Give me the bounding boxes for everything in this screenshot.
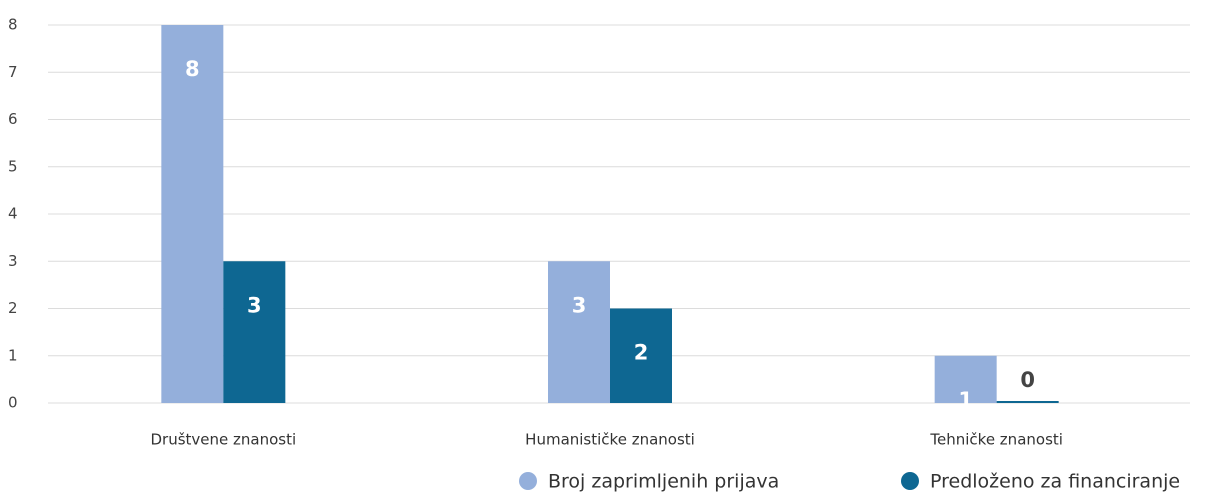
bar — [161, 25, 224, 403]
bar — [996, 401, 1059, 403]
legend-label: Predloženo za financiranje — [930, 471, 1180, 493]
y-tick-label: 5 — [8, 157, 18, 175]
y-tick-label: 4 — [8, 205, 18, 223]
y-tick-label: 3 — [8, 252, 18, 270]
y-tick-label: 2 — [8, 299, 18, 317]
y-tick-label: 6 — [8, 110, 18, 128]
x-tick-label: Društvene znanosti — [151, 431, 297, 449]
y-tick-label: 8 — [8, 16, 18, 34]
x-tick-label: Humanističke znanosti — [525, 431, 695, 449]
y-tick-label: 0 — [8, 394, 18, 412]
bar — [548, 261, 610, 403]
bar — [610, 308, 672, 403]
legend-swatch — [519, 472, 537, 490]
y-tick-label: 7 — [8, 63, 18, 81]
legend-swatch — [901, 472, 919, 490]
data-label: 1 — [958, 388, 973, 412]
data-label: 3 — [572, 293, 587, 317]
data-label: 0 — [1020, 368, 1035, 392]
data-label: 8 — [185, 57, 200, 81]
bar — [223, 261, 286, 403]
y-tick-label: 1 — [8, 346, 18, 364]
data-label: 3 — [247, 293, 262, 317]
bar — [934, 355, 997, 403]
legend-label: Broj zaprimljenih prijava — [548, 471, 779, 493]
data-label: 2 — [634, 341, 649, 365]
x-tick-label: Tehničke znanosti — [929, 431, 1063, 449]
